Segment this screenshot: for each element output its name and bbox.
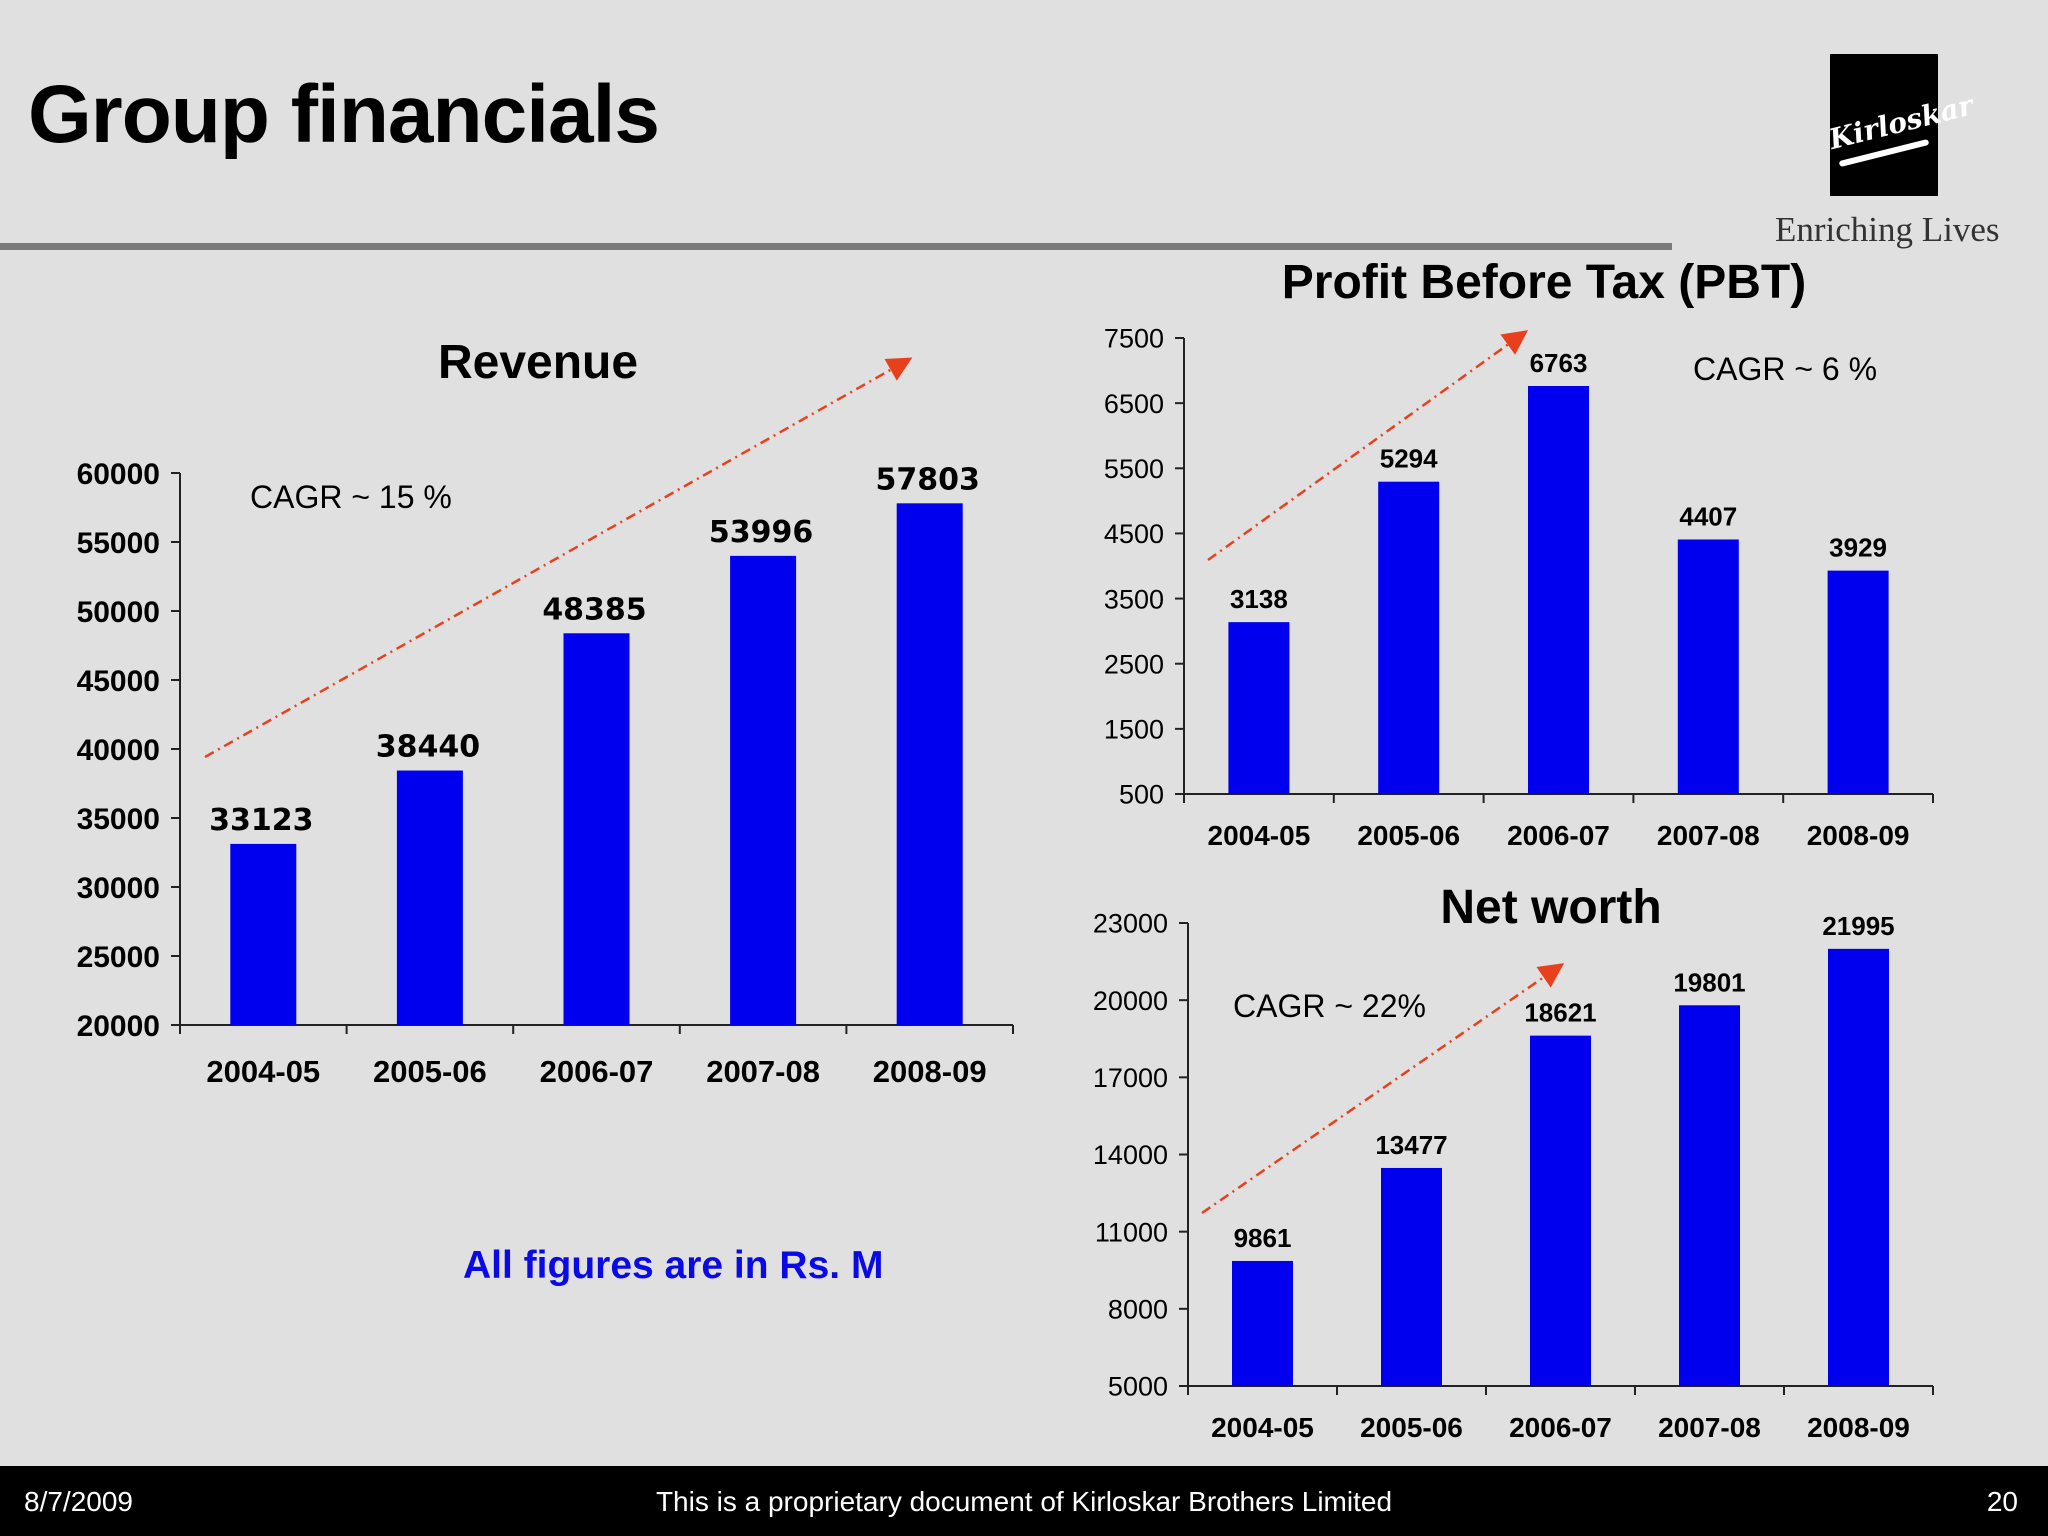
pbt-y-tick-label: 1500 bbox=[1104, 715, 1164, 745]
revenue-y-tick-label: 30000 bbox=[77, 872, 160, 905]
networth-bar bbox=[1530, 1035, 1591, 1386]
revenue-y-tick-label: 60000 bbox=[77, 458, 160, 491]
revenue-bar bbox=[730, 555, 797, 1025]
networth-data-label: 9861 bbox=[1234, 1223, 1292, 1253]
pbt-y-tick-label: 4500 bbox=[1104, 519, 1164, 549]
pbt-cagr-annotation: CAGR ~ 6 % bbox=[1693, 351, 1877, 387]
networth-y-tick-label: 11000 bbox=[1095, 1217, 1168, 1247]
revenue-bar bbox=[230, 843, 297, 1025]
pbt-category-label: 2006-07 bbox=[1507, 820, 1610, 851]
revenue-category-label: 2006-07 bbox=[540, 1054, 654, 1089]
pbt-y-tick-label: 5500 bbox=[1104, 454, 1164, 484]
pbt-data-label: 5294 bbox=[1380, 444, 1438, 474]
revenue-bar bbox=[396, 770, 463, 1025]
pbt-data-label: 6763 bbox=[1530, 348, 1588, 378]
pbt-y-tick-label: 6500 bbox=[1104, 389, 1164, 419]
networth-bar bbox=[1679, 1005, 1740, 1386]
revenue-category-label: 2004-05 bbox=[206, 1054, 320, 1089]
revenue-category-label: 2005-06 bbox=[373, 1054, 487, 1089]
networth-y-tick-label: 14000 bbox=[1093, 1140, 1168, 1170]
networth-y-tick-label: 5000 bbox=[1108, 1372, 1168, 1402]
networth-data-label: 13477 bbox=[1375, 1130, 1447, 1160]
networth-category-label: 2004-05 bbox=[1211, 1412, 1314, 1443]
brand-tagline: Enriching Lives bbox=[1775, 210, 2000, 249]
units-note: All figures are in Rs. M bbox=[463, 1244, 884, 1287]
revenue-y-tick-label: 40000 bbox=[77, 734, 160, 767]
revenue-category-label: 2008-09 bbox=[873, 1054, 987, 1089]
page-title: Group financials bbox=[28, 69, 660, 160]
revenue-y-tick-label: 25000 bbox=[77, 941, 160, 974]
pbt-data-label: 4407 bbox=[1679, 501, 1737, 531]
pbt-y-tick-label: 2500 bbox=[1104, 649, 1164, 679]
pbt-y-tick-label: 500 bbox=[1119, 780, 1164, 810]
pbt-bar bbox=[1228, 622, 1290, 794]
pbt-y-tick-label: 3500 bbox=[1104, 584, 1164, 614]
pbt-y-tick-label: 7500 bbox=[1104, 324, 1164, 354]
revenue-data-label: 38440 bbox=[376, 730, 480, 765]
revenue-category-label: 2007-08 bbox=[706, 1054, 820, 1089]
revenue-trend-arrow bbox=[204, 357, 913, 759]
networth-category-label: 2006-07 bbox=[1509, 1412, 1612, 1443]
networth-category-label: 2008-09 bbox=[1807, 1412, 1910, 1443]
networth-trend-arrow bbox=[1201, 963, 1565, 1215]
pbt-trend-arrow bbox=[1207, 330, 1529, 562]
pbt-category-label: 2005-06 bbox=[1357, 820, 1460, 851]
networth-y-tick-label: 8000 bbox=[1108, 1295, 1168, 1325]
pbt-bar bbox=[1677, 539, 1739, 794]
networth-y-tick-label: 23000 bbox=[1093, 909, 1168, 939]
pbt-bar bbox=[1378, 481, 1440, 794]
kirloskar-logo bbox=[1830, 54, 1938, 196]
pbt-data-label: 3929 bbox=[1829, 533, 1887, 563]
networth-cagr-annotation: CAGR ~ 22% bbox=[1233, 988, 1426, 1024]
networth-category-label: 2005-06 bbox=[1360, 1412, 1463, 1443]
networth-chart-title: Net worth bbox=[1440, 881, 1661, 934]
title-divider bbox=[0, 243, 1672, 250]
revenue-data-label: 48385 bbox=[542, 592, 646, 627]
revenue-y-tick-label: 45000 bbox=[77, 665, 160, 698]
networth-data-label: 21995 bbox=[1822, 911, 1894, 941]
pbt-category-label: 2008-09 bbox=[1807, 820, 1910, 851]
revenue-chart-title: Revenue bbox=[438, 336, 638, 389]
networth-bar bbox=[1381, 1167, 1442, 1386]
footer-notice: This is a proprietary document of Kirlos… bbox=[655, 1486, 1393, 1517]
pbt-data-label: 3138 bbox=[1230, 584, 1288, 614]
networth-y-tick-label: 17000 bbox=[1093, 1063, 1168, 1093]
pbt-category-label: 2007-08 bbox=[1657, 820, 1760, 851]
revenue-data-label: 57803 bbox=[876, 462, 980, 497]
pbt-bar bbox=[1827, 570, 1889, 794]
revenue-y-tick-label: 50000 bbox=[77, 596, 160, 629]
networth-data-label: 19801 bbox=[1673, 967, 1745, 997]
networth-bar bbox=[1232, 1260, 1293, 1386]
networth-y-tick-label: 20000 bbox=[1093, 986, 1168, 1016]
pbt-chart-title: Profit Before Tax (PBT) bbox=[1282, 256, 1806, 309]
revenue-y-tick-label: 35000 bbox=[77, 803, 160, 836]
networth-bar bbox=[1828, 948, 1889, 1386]
footer-date: 8/7/2009 bbox=[24, 1486, 133, 1517]
footer-bar: 8/7/2009 This is a proprietary document … bbox=[0, 1466, 2048, 1536]
revenue-data-label: 53996 bbox=[709, 515, 813, 550]
page-number: 20 bbox=[1986, 1486, 2018, 1517]
revenue-cagr-annotation: CAGR ~ 15 % bbox=[250, 479, 452, 515]
revenue-bar bbox=[563, 633, 630, 1025]
charts-canvas: Revenue 20000 25000 30000 35000 40000 45000 500… bbox=[77, 256, 1934, 1443]
networth-data-label: 18621 bbox=[1524, 998, 1596, 1028]
networth-category-label: 2007-08 bbox=[1658, 1412, 1761, 1443]
revenue-data-label: 33123 bbox=[209, 803, 313, 838]
pbt-bar bbox=[1528, 386, 1589, 794]
revenue-y-tick-label: 55000 bbox=[77, 527, 160, 560]
pbt-category-label: 2004-05 bbox=[1208, 820, 1311, 851]
revenue-y-tick-label: 20000 bbox=[77, 1010, 160, 1043]
revenue-bar bbox=[896, 503, 963, 1025]
